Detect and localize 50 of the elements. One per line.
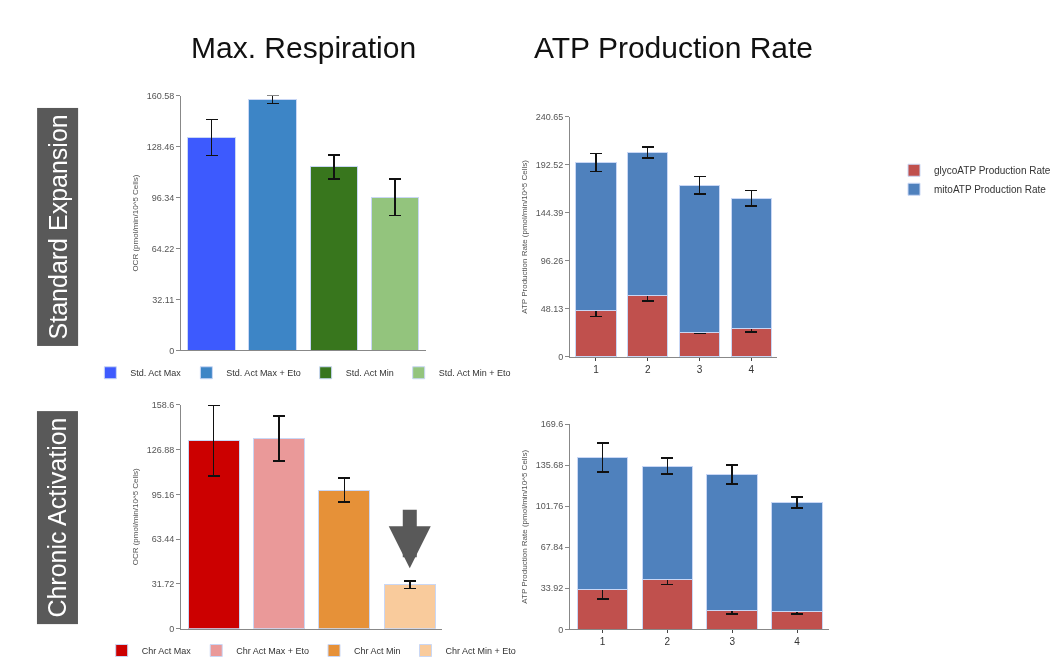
y-tick-label: 135.68 [535,460,564,471]
y-axis-title: ATP Production Rate (pmol/min/10^5 Cells) [520,159,530,314]
y-tick-label: 48.13 [540,304,564,315]
x-tick-label: 3 [696,363,703,375]
legend-label: Chr Act Min + Eto [445,646,516,657]
y-tick-label: 32.11 [152,294,175,305]
legend-label: mitoATP Production Rate [934,184,1047,196]
y-axis-title: OCR (pmol/min/10^5 Cells) [131,467,141,566]
y-tick-label: 67.84 [540,542,564,553]
x-tick-label: 1 [599,636,606,648]
legend-label: Chr Act Min [354,646,401,657]
text: Chronic Activation [43,417,72,618]
x-tick-label: 2 [644,363,651,375]
y-tick-label: 0 [169,345,175,356]
legend-label: glycoATP Production Rate [934,165,1051,177]
y-axis-title: ATP Production Rate (pmol/min/10^5 Cells) [520,449,530,604]
legend-label: Std. Act Min [345,368,394,379]
y-tick-label: 0 [169,623,175,634]
y-tick-label: 128.46 [146,141,175,152]
y-tick-label: 0 [558,352,564,363]
y-tick-label: 101.76 [535,501,564,512]
legend-label: Chr Act Max [141,646,192,657]
y-tick-label: 144.39 [535,208,564,219]
x-tick-label: 3 [729,636,736,648]
x-tick-label: 1 [593,363,600,375]
y-axis-title: OCR (pmol/min/10^5 Cells) [131,174,141,272]
y-tick-label: 0 [558,624,564,635]
legend-label: Std. Act Max [130,368,182,379]
y-tick-label: 63.44 [151,534,175,545]
y-tick-label: 240.65 [535,112,564,123]
legend-label: Std. Act Max + Eto [226,368,301,379]
text: Standard Expansion [43,114,72,340]
chart-title: ATP Production Rate [534,31,814,64]
x-tick-label: 4 [748,363,755,375]
x-tick-label: 2 [664,636,671,648]
y-tick-label: 96.34 [151,192,175,203]
chart-title: Max. Respiration [191,31,417,64]
y-tick-label: 95.16 [151,489,175,500]
legend-label: Chr Act Max + Eto [236,646,309,657]
y-tick-label: 64.22 [151,243,175,254]
y-tick-label: 33.92 [540,583,564,594]
y-tick-label: 160.58 [146,90,175,101]
y-tick-label: 96.26 [540,256,564,267]
x-tick-label: 4 [794,636,801,648]
y-tick-label: 192.52 [535,160,564,171]
y-tick-label: 158.6 [151,400,175,410]
y-tick-label: 169.6 [540,419,564,430]
y-tick-label: 31.72 [151,579,175,590]
legend-label: Std. Act Min + Eto [438,368,511,379]
y-tick-label: 126.88 [146,444,175,455]
